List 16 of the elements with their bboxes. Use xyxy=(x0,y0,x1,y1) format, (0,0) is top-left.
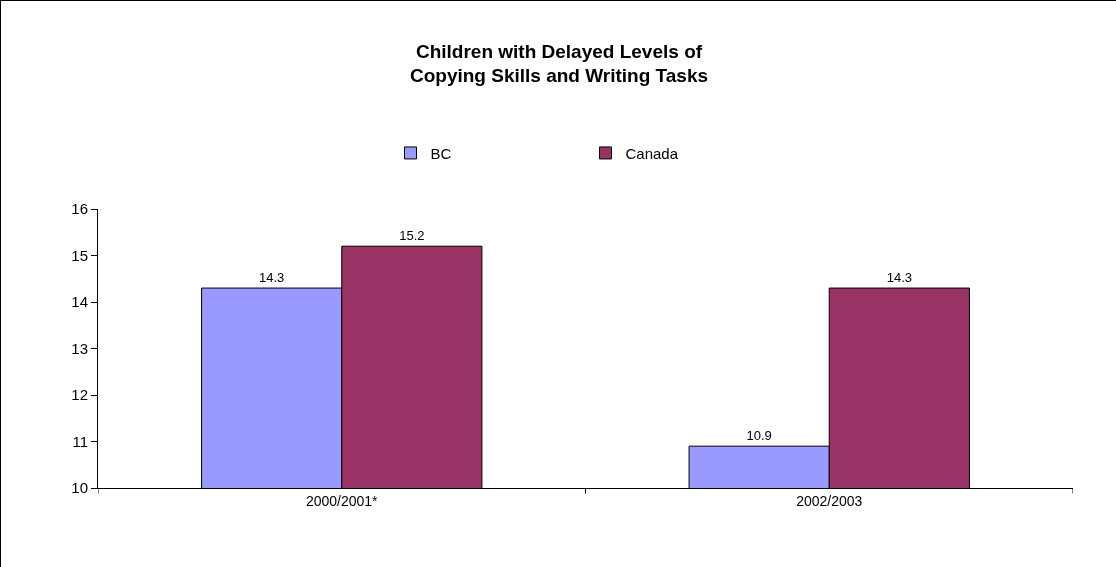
data-label: 15.2 xyxy=(399,228,425,244)
y-tick-label: 13 xyxy=(71,339,88,357)
x-tick-label: 2000/2001* xyxy=(305,492,379,509)
data-label: 10.9 xyxy=(746,428,772,444)
y-tick-label: 11 xyxy=(72,432,88,450)
y-tick-label: 16 xyxy=(71,200,88,218)
x-tick-label: 2002/2003 xyxy=(796,492,863,509)
data-label: 14.3 xyxy=(886,270,912,286)
legend-label: Canada xyxy=(625,144,679,162)
y-tick-label: 15 xyxy=(71,246,88,264)
y-tick-label: 12 xyxy=(71,386,88,404)
y-tick-label: 14 xyxy=(71,293,88,311)
chart-title: Children with Delayed Levels of Copying Skills and Writing Tasks xyxy=(409,40,709,87)
data-label: 14.3 xyxy=(259,270,285,286)
y-tick-label: 10 xyxy=(71,479,88,497)
legend-label: BC xyxy=(430,144,452,162)
